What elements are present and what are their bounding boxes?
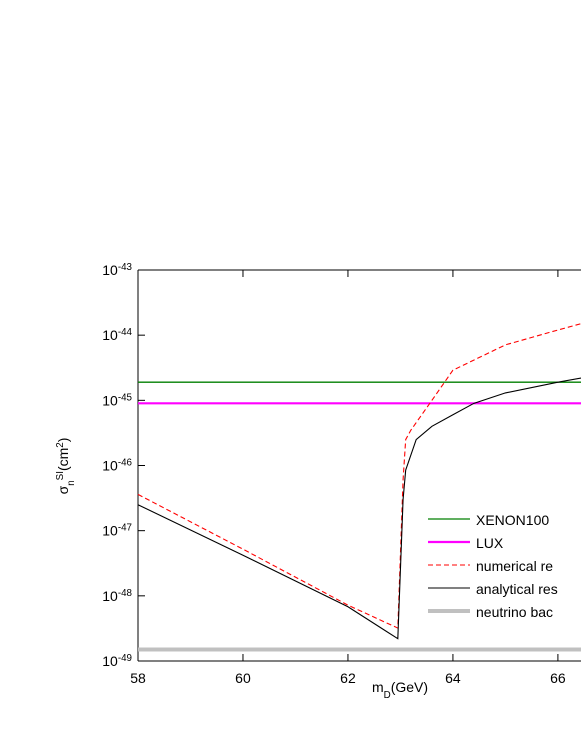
legend-label: analytical res <box>476 581 558 597</box>
y-tick-label: 10-44 <box>102 327 132 344</box>
y-tick-label: 10-47 <box>102 522 132 539</box>
x-tick-label: 66 <box>550 670 566 686</box>
y-axis-label: σnSI(cm2) <box>55 438 77 495</box>
legend-label: XENON100 <box>476 512 549 528</box>
y-tick-label: 10-48 <box>102 587 132 604</box>
x-tick-label: 60 <box>235 670 251 686</box>
y-tick-label: 10-49 <box>102 653 132 670</box>
y-tick-label: 10-46 <box>102 457 132 474</box>
x-axis-label: mD(GeV) <box>372 679 428 701</box>
x-tick-label: 62 <box>340 670 356 686</box>
legend-label: LUX <box>476 535 504 551</box>
x-tick-label: 58 <box>130 670 146 686</box>
legend-label: numerical re <box>476 558 553 574</box>
series-line <box>137 377 581 640</box>
legend-label: neutrino bac <box>476 604 553 620</box>
x-tick-label: 64 <box>445 670 461 686</box>
y-tick-label: 10-43 <box>102 262 132 279</box>
y-tick-label: 10-45 <box>102 392 132 409</box>
series-line <box>137 323 581 629</box>
